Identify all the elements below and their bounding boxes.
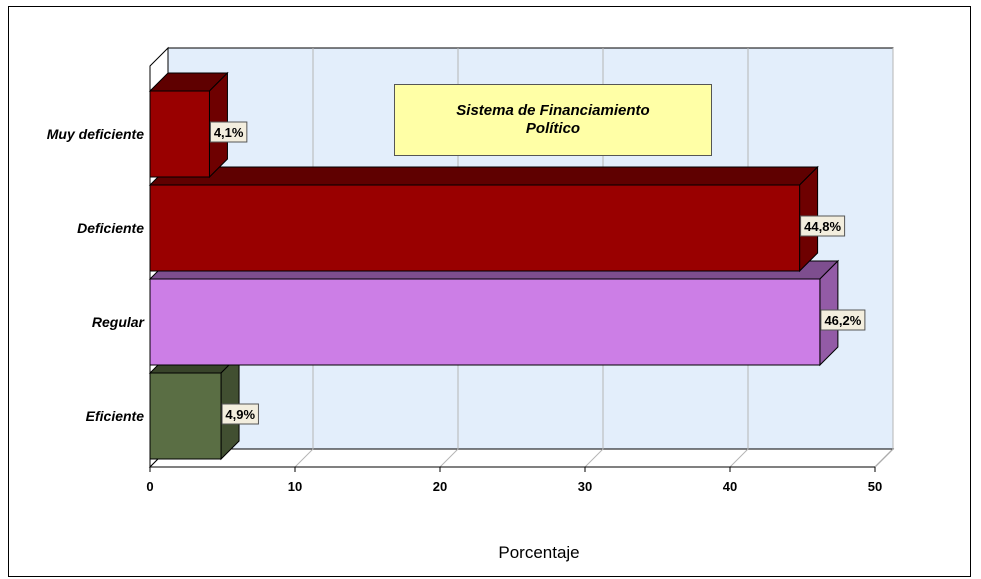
data-label: 44,8% — [804, 219, 841, 234]
bar-front-face — [149, 278, 821, 366]
bar — [148, 259, 840, 367]
chart-title-text: Sistema de Financiamiento Político — [456, 102, 650, 137]
category-label: Muy deficiente — [47, 126, 144, 142]
gridline-floor — [729, 448, 749, 468]
x-tick-label: 30 — [578, 479, 592, 494]
data-label-box — [820, 309, 866, 331]
x-tick-label: 50 — [868, 479, 882, 494]
data-label: 46,2% — [824, 313, 861, 328]
x-tick-label: 40 — [723, 479, 737, 494]
gridline-floor — [439, 448, 459, 468]
chart-title: Sistema de Financiamiento Político — [394, 84, 712, 156]
chart-frame: 0 10 20 30 40 50 Porcentaje 4,9% Eficiente 46,2% R… — [8, 6, 971, 577]
bar — [148, 165, 819, 273]
gridline-floor — [294, 448, 314, 468]
bar-front-face — [149, 184, 801, 272]
bar-top-face — [148, 166, 819, 186]
category-label: Deficiente — [77, 220, 144, 236]
bar — [148, 71, 229, 179]
data-label: 4,9% — [225, 407, 255, 422]
bar-front-face — [149, 372, 222, 460]
category-label: Regular — [92, 314, 146, 330]
data-label-box — [221, 403, 259, 425]
data-label: 4,1% — [214, 125, 244, 140]
category-label: Eficiente — [86, 408, 145, 424]
bar-front-face — [149, 90, 210, 178]
data-label-box — [800, 215, 846, 237]
x-tick-label: 10 — [288, 479, 302, 494]
data-label-box — [209, 121, 248, 143]
plot-floor — [148, 448, 895, 468]
gridline-floor — [584, 448, 604, 468]
x-tick-label: 20 — [433, 479, 447, 494]
x-axis-title: Porcentaje — [498, 543, 579, 562]
x-tick-label: 0 — [146, 479, 153, 494]
gridline-floor — [874, 448, 894, 468]
